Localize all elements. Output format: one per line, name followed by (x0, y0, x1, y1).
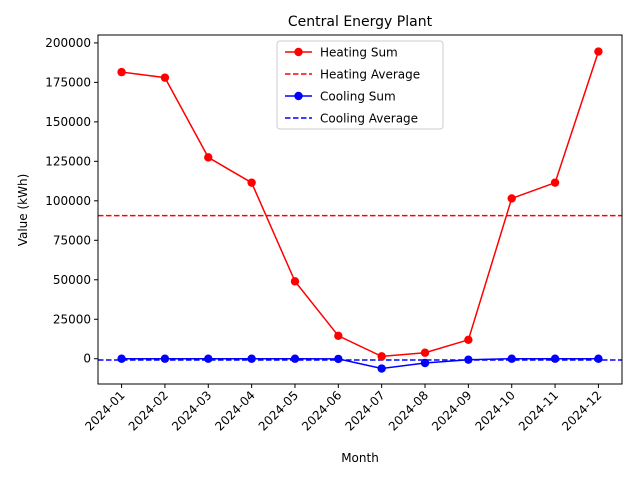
x-tick-label: 2024-05 (256, 388, 301, 433)
legend-box (276, 40, 444, 130)
data-point (160, 354, 170, 363)
data-point (247, 178, 256, 187)
data-point (550, 178, 560, 187)
x-tick-label: 2024-11 (516, 388, 561, 433)
data-point (290, 277, 300, 286)
x-tick-label: 2024-10 (472, 388, 517, 433)
data-point (160, 73, 170, 82)
legend-label: Cooling Sum (320, 90, 396, 104)
y-tick-label: 75000 (53, 233, 91, 247)
series-line-0 (121, 51, 600, 358)
x-tick-label: 2024-01 (82, 388, 127, 433)
data-point (464, 355, 473, 364)
x-tick-label: 2024-09 (429, 388, 474, 433)
data-point (377, 364, 386, 373)
y-tick-label: 200000 (45, 36, 91, 50)
y-tick-label: 175000 (45, 75, 91, 89)
data-point (507, 354, 516, 363)
data-point (420, 358, 430, 368)
data-point (247, 354, 256, 363)
data-point (594, 354, 603, 363)
y-axis-label: Value (kWh) (16, 174, 30, 247)
data-point (594, 47, 603, 56)
y-tick-label: 25000 (53, 312, 91, 326)
x-tick-label: 2024-04 (212, 388, 257, 433)
y-tick-label: 150000 (45, 115, 91, 129)
x-tick-label: 2024-03 (169, 388, 214, 433)
data-point (290, 354, 300, 363)
x-axis-label: Month (341, 451, 379, 465)
x-tick-label: 2024-06 (299, 388, 344, 433)
x-tick-label: 2024-08 (386, 388, 431, 433)
legend: Heating Sum Heating Average Cooling Sum Coo… (276, 40, 444, 130)
plot-frame (97, 34, 623, 385)
data-point (117, 67, 126, 77)
data-point (550, 354, 560, 363)
data-point (420, 348, 430, 357)
series-line-1 (121, 357, 599, 370)
data-point (334, 331, 343, 341)
plot-area (98, 47, 622, 373)
data-point (204, 153, 213, 162)
data-point (334, 354, 343, 364)
y-tick-label: 0 (83, 352, 91, 366)
data-point (204, 354, 213, 363)
legend-label: Cooling Average (320, 112, 418, 126)
x-tick-label: 2024-02 (126, 388, 171, 433)
chart-title: Central Energy Plant (288, 14, 433, 30)
legend-label: Heating Sum (320, 46, 398, 60)
legend-swatch-marker (294, 91, 303, 101)
x-tick-label: 2024-12 (559, 388, 604, 433)
y-tick-label: 100000 (45, 194, 91, 208)
data-point (117, 354, 126, 363)
legend-label: Heating Average (320, 68, 420, 82)
data-point (377, 352, 386, 361)
data-point (464, 335, 473, 344)
y-tick-label: 125000 (45, 154, 91, 168)
legend-swatch-marker (294, 47, 303, 57)
y-tick-label: 50000 (53, 273, 91, 287)
x-tick-label: 2024-07 (342, 388, 387, 433)
data-point (507, 194, 516, 203)
